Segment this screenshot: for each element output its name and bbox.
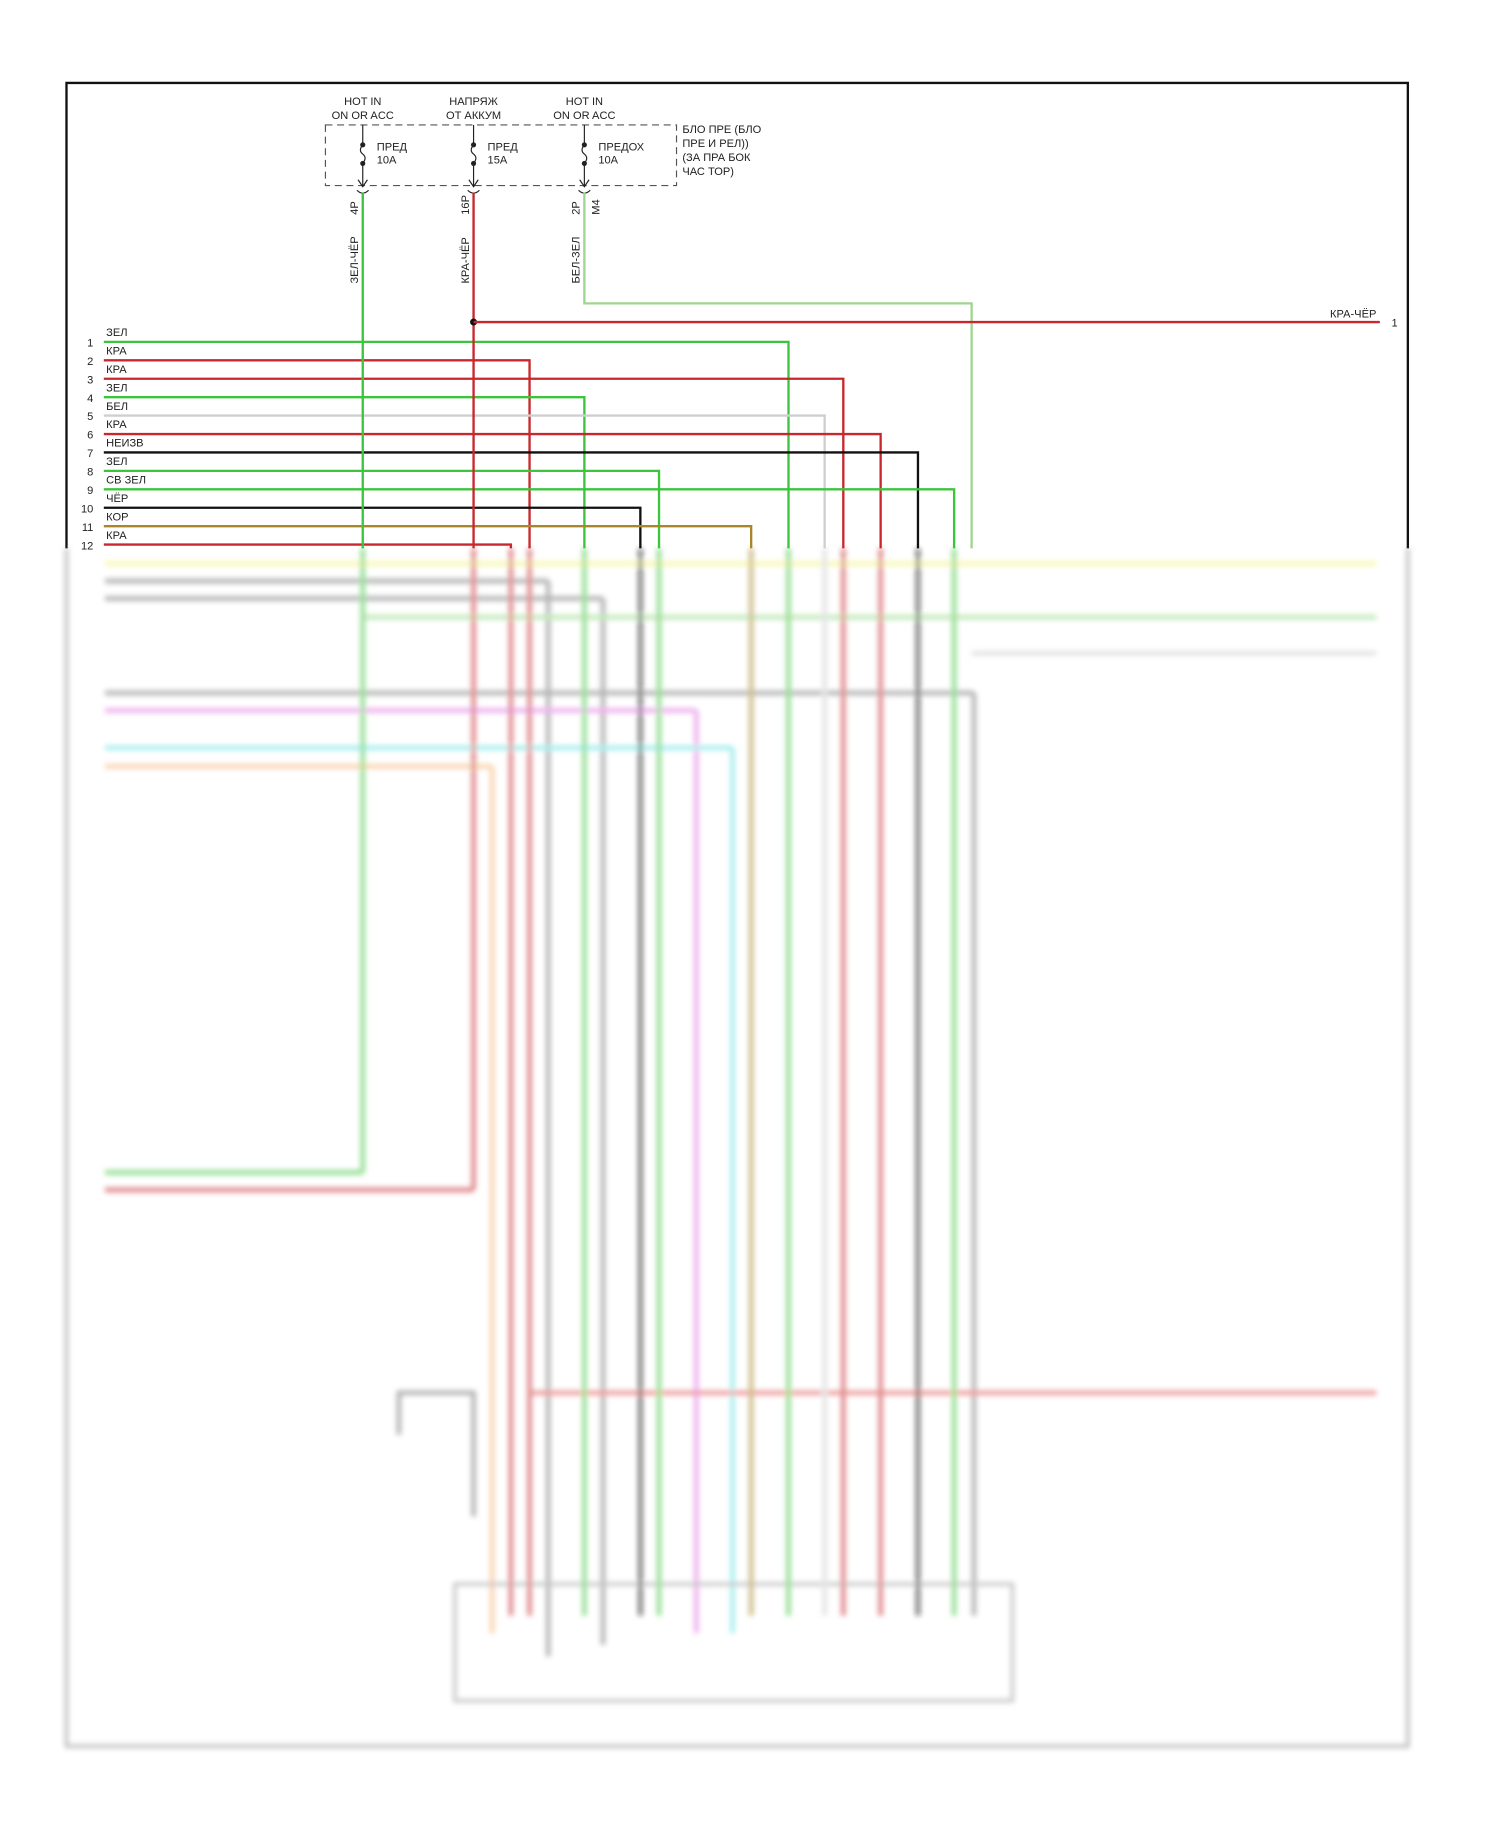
diagram-frame xyxy=(65,81,1410,549)
wire-color-label: ЗЕЛ-ЧЁР xyxy=(349,236,361,283)
row-number: 2 xyxy=(87,356,93,368)
fuse-source-label: ОТ АККУМ xyxy=(446,110,501,122)
row-number: 8 xyxy=(87,467,93,479)
connector-icon xyxy=(356,163,369,194)
row-number: 12 xyxy=(81,540,93,552)
wire-row: 11 КОР xyxy=(82,511,753,549)
row-wire xyxy=(103,451,920,549)
wire-row: 4 ЗЕЛ xyxy=(87,382,586,549)
fuse-box-label: (ЗА ПРА БОК xyxy=(682,152,751,164)
wire-row: 9 СВ ЗЕЛ xyxy=(87,474,956,549)
row-wire xyxy=(103,488,956,549)
row-number: 3 xyxy=(87,374,93,386)
row-number: 6 xyxy=(87,430,93,442)
fuse-pin: 16P xyxy=(460,195,472,215)
wire-color-label: БЕЛ-ЗЕЛ xyxy=(571,237,583,284)
fuse-box-label: ПРЕ И РЕЛ)) xyxy=(682,138,748,150)
row-number: 5 xyxy=(87,411,93,423)
wire-row: 2 КРА xyxy=(87,345,531,549)
fuse-source-label: ON OR ACC xyxy=(332,110,394,122)
wire-row: 3 КРА xyxy=(87,364,845,549)
connector-icon xyxy=(467,163,480,194)
row-number: 9 xyxy=(87,485,93,497)
connector-icon xyxy=(578,163,591,194)
wire-color-label: КРА-ЧЁР xyxy=(460,237,472,283)
fuse-box-outline xyxy=(324,124,678,187)
row-wire-label: ЗЕЛ xyxy=(106,327,127,339)
fuse-icon xyxy=(581,144,588,164)
fuse-source-label: ON OR ACC xyxy=(553,110,615,122)
blurred-lower-region xyxy=(64,548,1410,1748)
row-wire-label: КРА xyxy=(106,419,127,431)
fuse-icon xyxy=(470,144,477,164)
row-wire-label: ЗЕЛ xyxy=(106,456,127,468)
row-number: 1 xyxy=(87,338,93,350)
row-wire xyxy=(103,543,513,549)
row-wire xyxy=(103,432,882,549)
row-wire xyxy=(103,377,845,549)
row-wire xyxy=(103,414,826,549)
row-wire-label: КРА xyxy=(106,364,127,376)
fuse-box-label: БЛО ПРЕ (БЛО xyxy=(682,124,761,136)
fuse-pin: 2P xyxy=(571,201,583,215)
fuse-name: ПРЕД xyxy=(488,142,519,154)
row-wire-label: СВ ЗЕЛ xyxy=(106,474,146,486)
fuse-name: ПРЕДОХ xyxy=(598,142,644,154)
row-wire xyxy=(103,395,586,549)
fuse-name: ПРЕД xyxy=(377,142,408,154)
row-wire xyxy=(103,506,642,549)
row-wire-label: КРА xyxy=(106,345,127,357)
fuse-source-label: НАПРЯЖ xyxy=(449,96,498,108)
wire-row: 1 ЗЕЛ xyxy=(87,327,790,549)
wire-bel-zel xyxy=(583,192,973,549)
row-wire-label: БЕЛ xyxy=(106,401,128,413)
row-wire xyxy=(103,525,753,549)
row-wire-label: ЧЁР xyxy=(106,493,128,505)
connector-id: M4 xyxy=(591,199,603,214)
row-number: 4 xyxy=(87,393,93,405)
fuse-icon xyxy=(359,144,366,164)
row-wire-label: КРА xyxy=(106,530,127,542)
wire-row: 12 КРА xyxy=(81,530,513,552)
output-wire-label: КРА-ЧЁР xyxy=(1330,308,1376,320)
row-wire xyxy=(103,359,531,549)
fuse-pin: 4P xyxy=(349,201,361,215)
row-number: 7 xyxy=(87,448,93,460)
row-number: 11 xyxy=(82,522,94,534)
wire-row: 6 КРА xyxy=(87,419,882,549)
row-number: 10 xyxy=(81,503,93,515)
row-wire-label: НЕИЗВ xyxy=(106,438,143,450)
fuse-rating: 10A xyxy=(598,154,618,166)
row-wire-label: КОР xyxy=(106,511,128,523)
fuse-rating: 15A xyxy=(488,154,508,166)
fuse-rating: 10A xyxy=(377,154,397,166)
output-wire-pin: 1 xyxy=(1392,318,1398,330)
row-wire-label: ЗЕЛ xyxy=(106,382,127,394)
wire-row: 5 БЕЛ xyxy=(87,401,826,549)
row-wire xyxy=(103,340,790,549)
wire-row: 7 НЕИЗВ xyxy=(87,438,920,549)
fuse-box-label: ЧАС ТОР) xyxy=(682,166,734,178)
fuse-source-label: HOT IN xyxy=(566,96,603,108)
fuse-source-label: HOT IN xyxy=(344,96,381,108)
wire-row: 8 ЗЕЛ xyxy=(87,456,661,549)
wire-row: 10 ЧЁР xyxy=(81,493,642,549)
row-wire xyxy=(103,469,661,549)
splice-junction xyxy=(470,318,478,326)
